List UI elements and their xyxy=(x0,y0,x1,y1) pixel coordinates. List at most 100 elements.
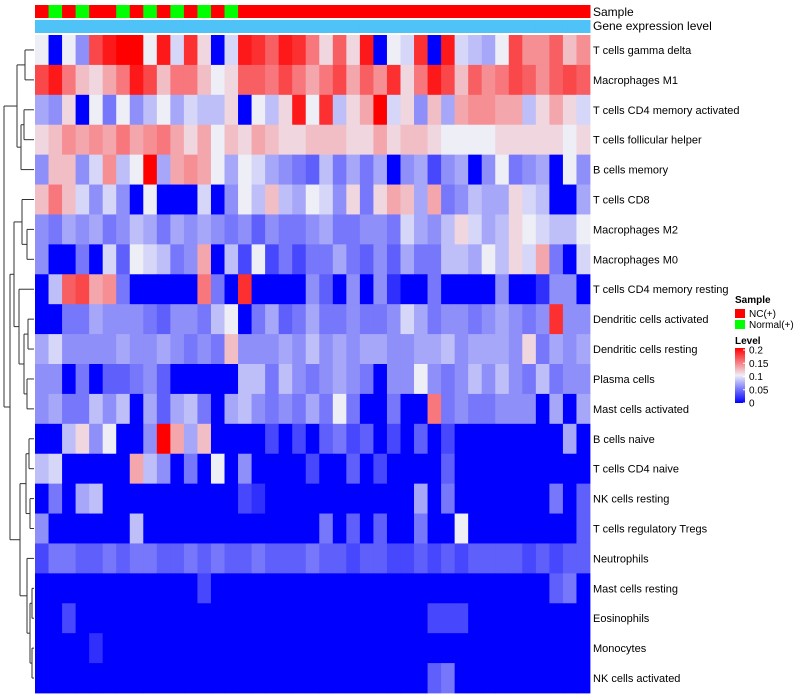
heatmap-cell xyxy=(414,393,428,425)
heatmap-cell xyxy=(278,364,293,395)
heatmap-cell xyxy=(535,573,550,604)
heatmap-cell xyxy=(414,64,428,96)
heatmap-cell xyxy=(35,423,49,455)
heatmap-cell xyxy=(522,274,537,305)
heatmap-cell xyxy=(522,124,537,156)
heatmap-cell xyxy=(319,334,334,365)
heatmap-cell xyxy=(373,543,388,574)
heatmap-cell xyxy=(156,663,171,694)
heatmap-cell xyxy=(156,334,171,365)
heatmap-cell xyxy=(197,274,212,305)
heatmap-cell xyxy=(156,154,171,185)
heatmap-cell xyxy=(535,543,550,574)
heatmap-cell xyxy=(549,64,564,96)
heatmap-cell xyxy=(116,453,131,485)
heatmap-cell xyxy=(468,364,483,395)
heatmap-cell xyxy=(210,124,225,156)
heatmap-cell xyxy=(251,543,266,574)
heatmap-cell xyxy=(495,304,510,335)
heatmap-cell xyxy=(481,513,496,544)
heatmap-cell xyxy=(373,573,388,604)
heatmap-cell xyxy=(183,94,198,126)
heatmap-cell xyxy=(116,274,131,305)
heatmap-cell xyxy=(210,453,225,485)
heatmap-cell xyxy=(183,513,198,544)
heatmap-cell xyxy=(359,453,374,485)
heatmap-cell xyxy=(129,633,144,664)
heatmap-cell xyxy=(35,64,49,96)
heatmap-cell xyxy=(183,663,198,694)
expression-annotation-cell xyxy=(129,20,144,33)
heatmap-cell xyxy=(75,543,90,574)
heatmap-cell xyxy=(468,633,483,664)
heatmap-cell xyxy=(89,393,104,425)
heatmap-cell xyxy=(62,184,77,215)
heatmap-cell xyxy=(156,603,171,634)
heatmap-cell xyxy=(508,603,523,634)
heatmap-cell xyxy=(549,393,564,425)
heatmap-cell xyxy=(116,423,131,455)
heatmap-cell xyxy=(89,483,104,514)
heatmap-cell xyxy=(278,214,293,245)
heatmap-cell xyxy=(522,393,537,425)
heatmap-cell xyxy=(62,633,77,664)
heatmap-cell xyxy=(535,304,550,335)
heatmap-cell xyxy=(346,513,361,544)
heatmap-cell xyxy=(278,304,293,335)
heatmap-cell xyxy=(454,94,469,126)
heatmap-cell xyxy=(116,513,131,544)
heatmap-cell xyxy=(116,64,131,96)
heatmap-cell xyxy=(346,304,361,335)
heatmap-cell xyxy=(278,184,293,215)
heatmap-cell xyxy=(535,64,550,96)
heatmap-cell xyxy=(508,573,523,604)
heatmap-cell xyxy=(197,663,212,694)
heatmap-cell xyxy=(359,603,374,634)
heatmap-cell xyxy=(454,214,469,245)
heatmap-cell xyxy=(156,184,171,215)
heatmap-cell xyxy=(332,483,347,514)
heatmap-cell xyxy=(441,334,456,365)
heatmap-cell xyxy=(522,423,537,455)
heatmap-cell xyxy=(441,603,456,634)
heatmap-cell xyxy=(305,423,320,455)
heatmap-cell xyxy=(427,334,442,365)
heatmap-cell xyxy=(508,513,523,544)
heatmap-cell xyxy=(319,154,334,185)
row-label: T cells follicular helper xyxy=(593,135,702,147)
heatmap-cell xyxy=(265,393,280,425)
heatmap-cell xyxy=(427,543,442,574)
heatmap-cell xyxy=(441,543,456,574)
heatmap-cell xyxy=(116,663,131,694)
heatmap-cell xyxy=(75,334,90,365)
heatmap-cell xyxy=(468,513,483,544)
level-legend-tick-label: 0.2 xyxy=(749,346,763,357)
heatmap-cell xyxy=(427,184,442,215)
heatmap-cell xyxy=(143,94,158,126)
heatmap-cell xyxy=(292,94,307,126)
heatmap-cell xyxy=(278,573,293,604)
heatmap-cell xyxy=(481,663,496,694)
heatmap-cell xyxy=(373,663,388,694)
heatmap-cell xyxy=(210,393,225,425)
heatmap-cell xyxy=(508,184,523,215)
heatmap-cell xyxy=(359,483,374,514)
heatmap-cell xyxy=(102,94,117,126)
heatmap-cell xyxy=(143,393,158,425)
heatmap-cell xyxy=(224,423,239,455)
heatmap-cell xyxy=(400,453,415,485)
heatmap-cell xyxy=(522,35,537,66)
heatmap-cell xyxy=(116,334,131,365)
heatmap-cell xyxy=(562,124,577,156)
heatmap-cell xyxy=(332,64,347,96)
heatmap-cell xyxy=(495,364,510,395)
heatmap-cell xyxy=(535,483,550,514)
heatmap-cell xyxy=(319,214,334,245)
heatmap-cell xyxy=(386,94,401,126)
heatmap-cell xyxy=(400,364,415,395)
heatmap-cell xyxy=(89,184,104,215)
heatmap-cell xyxy=(414,543,428,574)
heatmap-cell xyxy=(373,334,388,365)
heatmap-cell xyxy=(48,244,63,275)
sample-annotation-cell xyxy=(89,5,104,18)
